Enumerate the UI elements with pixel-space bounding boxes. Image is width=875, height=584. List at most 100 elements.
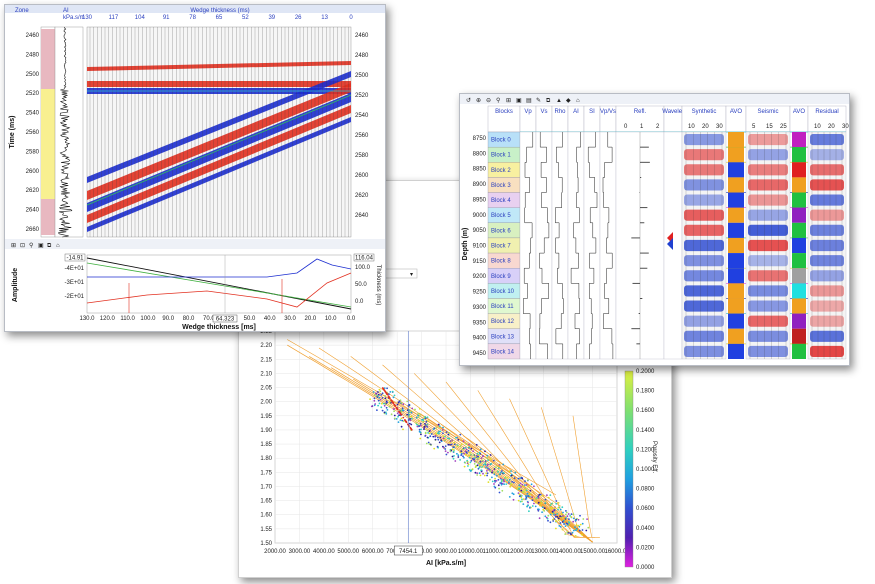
toolbar-icon[interactable]: ⧉: [546, 98, 551, 104]
toolbar-icon[interactable]: ⊕: [476, 98, 481, 104]
data-point: [447, 451, 449, 454]
column-header-label: Vp/Vs: [600, 109, 616, 115]
amplitude-plot[interactable]: [86, 254, 352, 314]
column-header-label: Wavelet: [662, 109, 684, 115]
data-point: [402, 428, 404, 431]
data-point: [523, 491, 526, 494]
data-point: [575, 524, 578, 526]
toolbar-icon[interactable]: ⊖: [486, 98, 491, 104]
column-header-label: Synthetic: [692, 109, 717, 115]
toolbar-icon[interactable]: ▣: [516, 98, 522, 104]
avo-class-cell-2: [792, 283, 806, 299]
data-point: [392, 401, 394, 404]
y-tick-label: 2.10: [260, 371, 272, 377]
toolbar-icon[interactable]: ◆: [566, 98, 571, 104]
data-point: [551, 510, 554, 513]
data-point: [514, 471, 517, 474]
data-point: [404, 419, 406, 421]
toolbar-icon[interactable]: ⚲: [496, 97, 500, 104]
data-point: [475, 460, 477, 463]
data-point: [474, 471, 477, 474]
bottom-tick-label: 0.0: [347, 316, 356, 322]
data-point: [574, 535, 577, 537]
data-point: [573, 529, 575, 532]
toolbar-icon[interactable]: ▣: [38, 243, 44, 249]
data-point: [546, 494, 548, 497]
data-point: [434, 434, 437, 437]
data-point: [386, 387, 388, 390]
data-point: [382, 402, 385, 405]
data-point: [476, 472, 479, 475]
toolbar-icon[interactable]: ⌂: [576, 98, 580, 104]
data-point: [542, 508, 545, 511]
right-time-tick: 2600: [355, 173, 369, 179]
data-point: [552, 520, 555, 522]
data-point: [384, 403, 387, 406]
data-point: [438, 441, 441, 444]
data-point: [501, 489, 504, 492]
y-tick-label: 2.05: [260, 386, 272, 392]
data-point: [545, 516, 548, 519]
data-point: [408, 415, 411, 418]
bottom-axis-label: Wedge thickness [ms]: [182, 324, 256, 331]
column-header-label: Vs: [540, 109, 547, 115]
toolbar-icon[interactable]: ⊞: [506, 98, 511, 104]
toolbar-icon[interactable]: ⊞: [11, 243, 16, 249]
depth-tick-label: 8850: [473, 167, 487, 173]
data-point: [537, 495, 540, 498]
data-point: [572, 520, 575, 523]
data-point: [486, 474, 488, 477]
toolbar-icon[interactable]: ⧉: [47, 243, 52, 249]
data-point: [460, 450, 463, 452]
toolbar-icon[interactable]: ⚲: [29, 242, 33, 249]
data-point: [527, 495, 530, 497]
toolbar-icon[interactable]: ▤: [526, 98, 532, 104]
seismic-event: [748, 315, 788, 327]
data-point: [547, 496, 550, 499]
seismic-event: [748, 239, 788, 252]
data-point: [442, 435, 445, 438]
data-point: [531, 505, 534, 507]
bottom-tick-label: 80.0: [183, 316, 195, 322]
data-point: [561, 528, 564, 531]
toolbar-icon[interactable]: ⊡: [20, 243, 25, 249]
data-point: [485, 466, 487, 469]
toolbar-icon[interactable]: ↺: [466, 97, 471, 104]
data-point: [528, 510, 530, 513]
data-point: [555, 502, 558, 505]
toolbar-icon[interactable]: ▲: [556, 98, 562, 104]
data-point: [521, 485, 524, 488]
seismic-event: [810, 179, 844, 191]
data-point: [486, 454, 489, 457]
colorbar-tick-label: 0.1800: [636, 389, 655, 395]
data-point: [535, 497, 537, 500]
data-point: [525, 496, 528, 499]
seismic-event: [748, 149, 788, 161]
data-point: [554, 515, 557, 518]
data-point: [391, 390, 394, 393]
data-point: [377, 404, 379, 407]
toolbar-icon[interactable]: ⌂: [56, 243, 60, 249]
amp-right-tick: 100.0: [355, 265, 371, 271]
data-point: [434, 438, 437, 441]
data-point: [376, 395, 379, 397]
data-point: [417, 414, 419, 417]
data-point: [563, 522, 565, 525]
crossplot-chart[interactable]: ▾2000.003000.004000.005000.006000.007000…: [239, 181, 671, 577]
data-point: [427, 420, 429, 422]
data-point: [468, 451, 471, 454]
column-header-label: AVO: [730, 109, 743, 115]
data-point: [494, 466, 497, 469]
refl-tick: 1: [640, 124, 644, 130]
block-model-panel: ↺ ⊕ ⊖ ⚲ ⊞ ▣ ▤ ✎ ⧉ ▲ ◆ ⌂ Blocks Vp Vs Rho AI SI Vp/Vs Refl. W…: [460, 94, 849, 360]
data-point: [480, 457, 483, 459]
column-header: [745, 105, 791, 133]
seismic-event: [684, 194, 724, 206]
avo-class-cell-2: [792, 268, 806, 284]
column-header-label: Rho: [554, 109, 566, 115]
data-point: [526, 485, 529, 488]
data-point: [582, 518, 585, 520]
data-point: [408, 409, 411, 411]
data-point: [385, 413, 388, 415]
toolbar-icon[interactable]: ✎: [536, 97, 541, 104]
